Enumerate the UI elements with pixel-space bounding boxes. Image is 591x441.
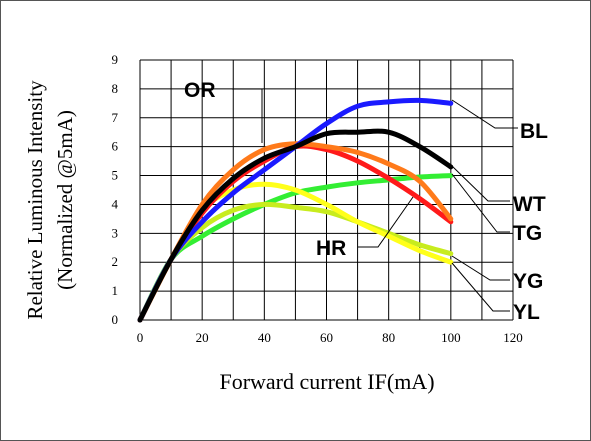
y-tick-label: 2 bbox=[112, 254, 119, 269]
y-tick-label: 7 bbox=[112, 110, 119, 125]
x-tick-label: 40 bbox=[258, 330, 271, 345]
y-tick-labels: 0 1 2 3 4 5 6 7 8 9 bbox=[112, 52, 119, 327]
x-tick-label: 60 bbox=[320, 330, 333, 345]
leader-line-hr bbox=[358, 196, 414, 248]
y-axis-label-line1: Relative Luminous Intensity bbox=[23, 80, 47, 320]
y-tick-label: 3 bbox=[112, 225, 119, 240]
y-tick-label: 4 bbox=[112, 196, 119, 211]
x-tick-label: 100 bbox=[441, 330, 461, 345]
series-label-yl: YL bbox=[513, 301, 540, 324]
series-labels: BL WT OR HR TG YG YL bbox=[184, 79, 548, 324]
x-axis-label: Forward current IF(mA) bbox=[219, 369, 434, 394]
x-tick-labels: 0 20 40 60 80 100 120 bbox=[137, 330, 523, 345]
series-label-wt: WT bbox=[513, 193, 546, 216]
label-leader-lines bbox=[232, 88, 518, 312]
y-tick-label: 0 bbox=[112, 312, 119, 327]
leader-line-yl bbox=[451, 262, 510, 312]
y-tick-label: 9 bbox=[112, 52, 119, 67]
series-label-or: OR bbox=[184, 79, 216, 102]
y-tick-label: 8 bbox=[112, 81, 119, 96]
y-tick-label: 5 bbox=[112, 168, 119, 183]
series-label-bl: BL bbox=[520, 120, 548, 143]
x-tick-label: 120 bbox=[503, 330, 523, 345]
y-axis-label-line2: (Normalized @5mA) bbox=[53, 110, 77, 290]
y-tick-label: 6 bbox=[112, 139, 119, 154]
series-line-tg bbox=[137, 173, 454, 323]
leader-line-or bbox=[232, 88, 263, 143]
y-tick-label: 1 bbox=[112, 283, 119, 298]
x-tick-label: 80 bbox=[382, 330, 395, 345]
x-tick-label: 20 bbox=[196, 330, 209, 345]
series-label-hr: HR bbox=[316, 237, 346, 260]
series-lines bbox=[137, 97, 454, 323]
leader-line-bl bbox=[451, 99, 518, 129]
leader-line-tg bbox=[451, 173, 510, 233]
series-label-tg: TG bbox=[513, 222, 542, 245]
x-tick-label: 0 bbox=[137, 330, 144, 345]
leader-line-yg bbox=[451, 255, 510, 281]
series-label-yg: YG bbox=[513, 270, 543, 293]
leader-line-wt bbox=[451, 165, 510, 202]
series-line-wt bbox=[137, 128, 454, 323]
